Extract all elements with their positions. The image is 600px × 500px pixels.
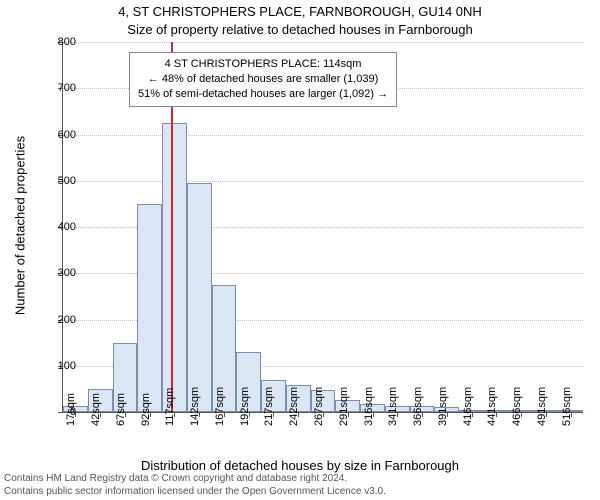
y-tick-label: 800 (36, 36, 76, 48)
attribution-line2: Contains public sector information licen… (4, 486, 386, 499)
y-tick-label: 200 (36, 314, 76, 326)
attribution-line1: Contains HM Land Registry data © Crown c… (4, 473, 386, 486)
histogram-bar (187, 183, 212, 412)
y-tick-label: 500 (36, 175, 76, 187)
histogram-bar (162, 123, 187, 412)
y-tick-label: 700 (36, 82, 76, 94)
chart-title-subtitle: Size of property relative to detached ho… (0, 22, 600, 37)
info-box-line: 4 ST CHRISTOPHERS PLACE: 114sqm (138, 57, 388, 72)
y-tick-label: 100 (36, 360, 76, 372)
gridline (63, 181, 583, 182)
y-tick-label: 600 (36, 129, 76, 141)
gridline (63, 42, 583, 43)
histogram-bar (137, 204, 162, 412)
y-tick-label: 400 (36, 221, 76, 233)
chart-title-address: 4, ST CHRISTOPHERS PLACE, FARNBOROUGH, G… (0, 4, 600, 19)
info-box-line: 51% of semi-detached houses are larger (… (138, 87, 388, 102)
info-box: 4 ST CHRISTOPHERS PLACE: 114sqm← 48% of … (129, 52, 397, 107)
x-axis-label: Distribution of detached houses by size … (0, 458, 600, 473)
y-axis-label: Number of detached properties (13, 126, 28, 326)
attribution-text: Contains HM Land Registry data © Crown c… (4, 473, 386, 498)
gridline (63, 135, 583, 136)
y-tick-label: 300 (36, 267, 76, 279)
info-box-line: ← 48% of detached houses are smaller (1,… (138, 72, 388, 87)
histogram-plot-area: 4 ST CHRISTOPHERS PLACE: 114sqm← 48% of … (62, 42, 583, 413)
